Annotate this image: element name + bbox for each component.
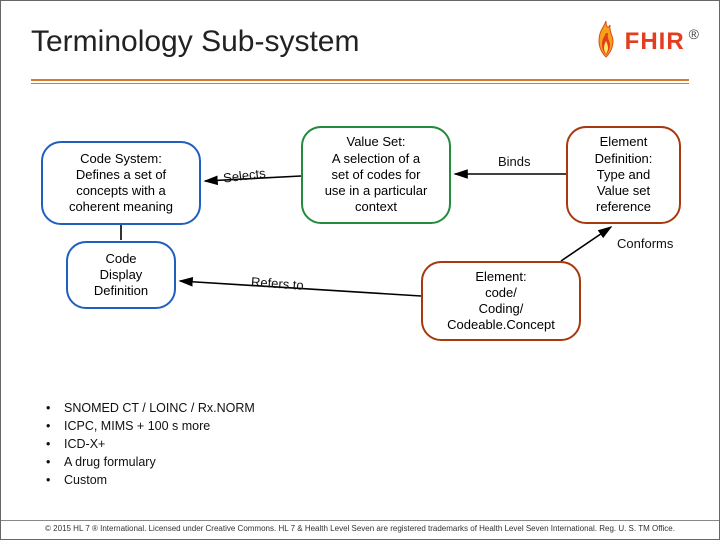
list-item: ICPC, MIMS + 100 s more (64, 419, 255, 433)
footer-text: © 2015 HL 7 ® International. Licensed un… (1, 520, 719, 533)
flame-icon (591, 19, 621, 64)
box-code-display: CodeDisplayDefinition (66, 241, 176, 309)
list-item: Custom (64, 473, 255, 487)
box-element: Element:code/Coding/Codeable.Concept (421, 261, 581, 341)
fhir-text: FHIR (625, 28, 685, 56)
box-code-system: Code System:Defines a set ofconcepts wit… (41, 141, 201, 225)
page-title: Terminology Sub-system (31, 25, 359, 59)
label-selects: Selects (222, 165, 266, 185)
rule-primary (31, 79, 689, 81)
label-conforms: Conforms (617, 236, 673, 251)
slide: Terminology Sub-system FHIR ® (0, 0, 720, 540)
list-item: ICD-X+ (64, 437, 255, 451)
fhir-logo: FHIR ® (591, 19, 699, 64)
list-item: SNOMED CT / LOINC / Rx.NORM (64, 401, 255, 415)
box-element-definition: ElementDefinition:Type andValue setrefer… (566, 126, 681, 224)
bullet-list: SNOMED CT / LOINC / Rx.NORM ICPC, MIMS +… (46, 401, 255, 491)
list-item: A drug formulary (64, 455, 255, 469)
header: Terminology Sub-system FHIR ® (31, 19, 699, 64)
rule-secondary (31, 83, 689, 84)
label-refers-to: Refers to (251, 274, 305, 293)
label-binds: Binds (498, 154, 531, 169)
registered-mark: ® (689, 26, 699, 42)
box-value-set: Value Set:A selection of aset of codes f… (301, 126, 451, 224)
